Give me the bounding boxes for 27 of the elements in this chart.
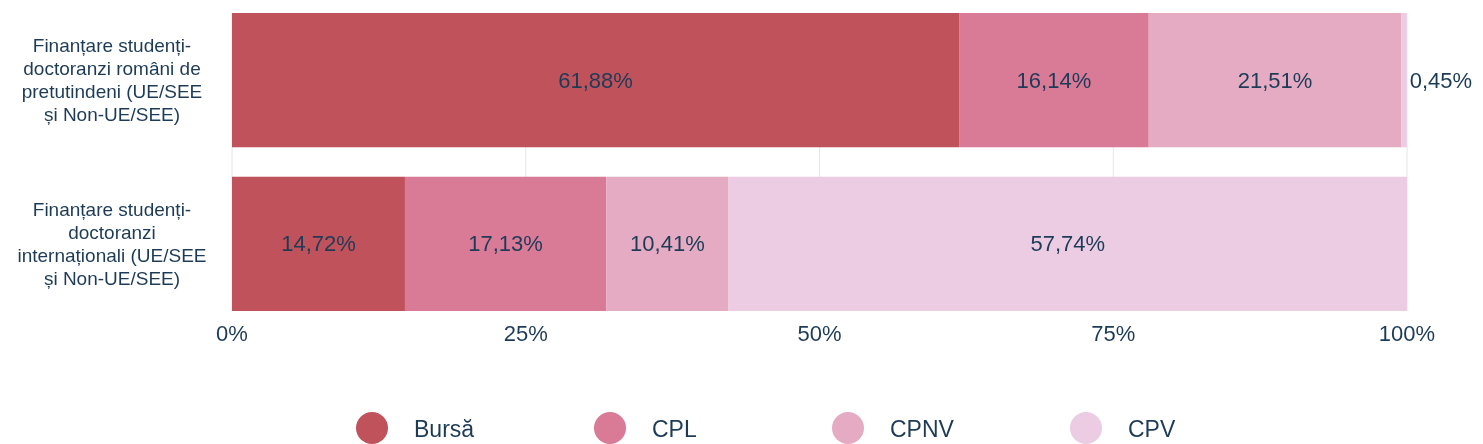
data-label: 0,45%: [1409, 67, 1473, 93]
data-label: 17,13%: [468, 231, 543, 257]
bar: [1148, 13, 1402, 148]
bar: [728, 176, 1407, 311]
bar: [232, 13, 960, 148]
legend-label: CPL: [652, 416, 697, 442]
x-tick-label: 0%: [216, 321, 248, 346]
x-tick-label: 50%: [797, 321, 842, 346]
x-tick-label: 75%: [1091, 321, 1136, 346]
data-label: 57,74%: [1030, 231, 1106, 257]
bar: [232, 176, 405, 311]
legend-label: CPV: [1128, 416, 1176, 442]
bar: [606, 176, 729, 311]
data-label: 14,72%: [281, 231, 356, 257]
legend-label: Bursă: [414, 416, 475, 442]
bar: [404, 176, 607, 311]
y-tick-label: Finanțare studenți-doctoranzi internaționali (UE/SEE și Non-UE/SEE): [17, 198, 207, 289]
bar: [1401, 13, 1407, 148]
x-tick-label: 25%: [503, 321, 548, 346]
x-tick-label: 100%: [1378, 321, 1436, 346]
data-label: 10,41%: [630, 231, 705, 257]
data-label: 61,88%: [558, 67, 633, 93]
data-label: 16,14%: [1016, 67, 1092, 93]
data-label: 21,51%: [1237, 67, 1313, 93]
y-tick-label: Finanțare studenți-doctoranzi români de pretutindeni (UE/SEE și Non-UE/SEE): [21, 35, 203, 126]
legend-label: CPNV: [890, 416, 955, 442]
bar: [959, 13, 1149, 148]
